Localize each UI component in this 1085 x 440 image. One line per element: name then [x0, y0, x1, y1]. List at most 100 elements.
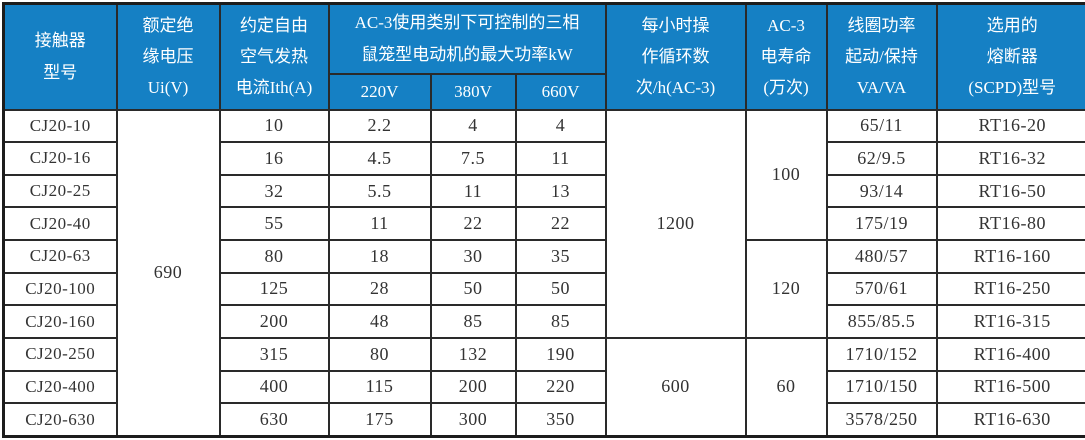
header-free-air-thermal-current: 约定自由 空气发热 电流Ith(A)	[218, 2, 330, 111]
table-cell: 400	[218, 369, 330, 405]
header-contactor-model: 接触器 型号	[2, 2, 118, 111]
table-cell: 28	[327, 271, 432, 307]
table-cell: 85	[514, 304, 607, 339]
table-cell: 855/85.5	[825, 304, 938, 339]
table-cell: 350	[514, 402, 607, 438]
table-cell: 5.5	[327, 173, 432, 209]
model-cell: CJ20-40	[2, 206, 118, 241]
table-cell: 4.5	[327, 141, 432, 176]
table-row: CJ20-25 32 5.5 11 13 93/14 RT16-50	[2, 173, 1085, 209]
table-cell: RT16-250	[935, 271, 1085, 307]
table-cell: 175	[327, 402, 432, 438]
table-cell: 30	[429, 239, 517, 274]
header-coil-power: 线圈功率 起动/保持 VA/VA	[825, 2, 938, 111]
table-cell: RT16-500	[935, 369, 1085, 405]
model-cell: CJ20-25	[2, 173, 118, 209]
table-cell: 200	[429, 369, 517, 405]
table-row: CJ20-40 55 11 22 22 175/19 RT16-80	[2, 206, 1085, 241]
table-cell: 50	[514, 271, 607, 307]
table-cell: 125	[218, 271, 330, 307]
header-660v: 660V	[514, 72, 607, 111]
table-row: CJ20-160 200 48 85 85 855/85.5 RT16-315	[2, 304, 1085, 339]
table-row: CJ20-63 80 18 30 35 120 480/57 RT16-160	[2, 239, 1085, 339]
table-cell: 300	[429, 402, 517, 438]
table-cell: 50	[429, 271, 517, 307]
table-row: CJ20-16 16 4.5 7.5 11 62/9.5 RT16-32	[2, 141, 1085, 176]
table-cell: 100	[744, 108, 828, 241]
model-cell: CJ20-160	[2, 304, 118, 339]
model-cell: CJ20-10	[2, 108, 118, 144]
table-cell: RT16-20	[935, 108, 1085, 144]
table-row: CJ20-100 125 28 50 50 570/61 RT16-250	[2, 271, 1085, 307]
table-row: CJ20-630 630 175 300 350 3578/250 RT16-630	[2, 402, 1085, 438]
table-cell: 600	[604, 336, 747, 438]
model-cell: CJ20-630	[2, 402, 118, 438]
header-ac3-electrical-life: AC-3 电寿命 (万次)	[744, 2, 828, 111]
table-cell: 3578/250	[825, 402, 938, 438]
table-cell: RT16-630	[935, 402, 1085, 438]
table-cell: 175/19	[825, 206, 938, 241]
model-cell: CJ20-16	[2, 141, 118, 176]
table-cell: 630	[218, 402, 330, 438]
table-cell: 480/57	[825, 239, 938, 274]
table-cell: 80	[218, 239, 330, 274]
table-cell: 18	[327, 239, 432, 274]
header-380v: 380V	[429, 72, 517, 111]
table-cell: 11	[429, 173, 517, 209]
table-cell: 570/61	[825, 271, 938, 307]
table-cell: 55	[218, 206, 330, 241]
header-fuse-scpd-model: 选用的 熔断器 (SCPD)型号	[935, 2, 1085, 111]
table-cell: 93/14	[825, 173, 938, 209]
table-cell: 200	[218, 304, 330, 339]
table-cell: RT16-400	[935, 336, 1085, 372]
table-cell: 60	[744, 336, 828, 438]
table-cell: 48	[327, 304, 432, 339]
header-220v: 220V	[327, 72, 432, 111]
header-operating-cycles-per-hour: 每小时操 作循环数 次/h(AC-3)	[604, 2, 747, 111]
table-cell: RT16-315	[935, 304, 1085, 339]
table-cell: 132	[429, 336, 517, 372]
table-cell: 1200	[604, 108, 747, 339]
table-cell: 16	[218, 141, 330, 176]
header-ac3-max-motor-power: AC-3使用类别下可控制的三相 鼠笼型电动机的最大功率kW	[327, 2, 607, 75]
table-cell: 7.5	[429, 141, 517, 176]
model-cell: CJ20-100	[2, 271, 118, 307]
table-cell: 1710/152	[825, 336, 938, 372]
table-cell: 115	[327, 369, 432, 405]
header-rated-insulation-voltage: 额定绝 缘电压 Ui(V)	[115, 2, 221, 111]
model-cell: CJ20-400	[2, 369, 118, 405]
table-header: 接触器 型号 额定绝 缘电压 Ui(V) 约定自由 空气发热 电流Ith(A) …	[2, 2, 1085, 111]
model-cell: CJ20-250	[2, 336, 118, 372]
table-cell: 190	[514, 336, 607, 372]
table-cell: 220	[514, 369, 607, 405]
table-cell: 4	[429, 108, 517, 144]
table-body: CJ20-10 690 10 2.2 4 4 1200 100 65/11 RT16-20 CJ20…	[2, 108, 1085, 438]
table-cell: 62/9.5	[825, 141, 938, 176]
table-cell: 22	[514, 206, 607, 241]
table-cell: 315	[218, 336, 330, 372]
table-cell: 120	[744, 239, 828, 339]
table-cell: 4	[514, 108, 607, 144]
table-cell: RT16-160	[935, 239, 1085, 274]
model-cell: CJ20-63	[2, 239, 118, 274]
table-cell: 11	[514, 141, 607, 176]
table-row: CJ20-10 690 10 2.2 4 4 1200 100 65/11 RT16-20	[2, 108, 1085, 438]
table-cell: 1710/150	[825, 369, 938, 405]
table-cell: 85	[429, 304, 517, 339]
table-cell: 35	[514, 239, 607, 274]
table-cell: 80	[327, 336, 432, 372]
table-cell: 32	[218, 173, 330, 209]
table-cell: 11	[327, 206, 432, 241]
table-cell: 10	[218, 108, 330, 144]
table-cell: RT16-80	[935, 206, 1085, 241]
table-row: CJ20-250 315 80 132 190 600 60 1710/152 RT16-400	[2, 336, 1085, 438]
table-cell: 22	[429, 206, 517, 241]
table-cell: 65/11	[825, 108, 938, 144]
table-cell: 2.2	[327, 108, 432, 144]
table-row: CJ20-400 400 115 200 220 1710/150 RT16-500	[2, 369, 1085, 405]
table-cell: RT16-32	[935, 141, 1085, 176]
table-cell: 690	[115, 108, 221, 438]
table-cell: RT16-50	[935, 173, 1085, 209]
